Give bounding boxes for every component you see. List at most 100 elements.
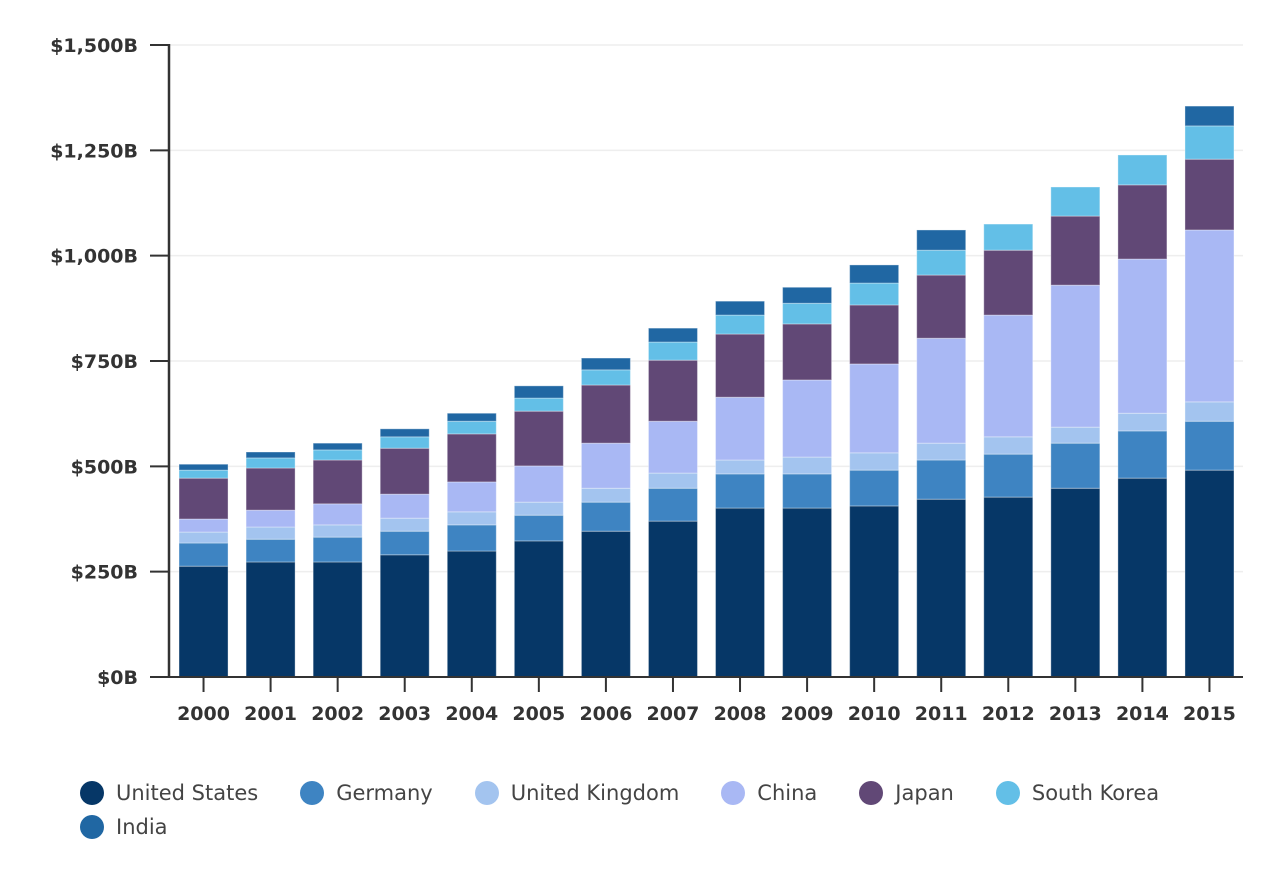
bar-segment-united-states-2011[interactable] — [916, 498, 967, 678]
bar-segment-germany-2004[interactable] — [446, 524, 497, 552]
bar-segment-china-2006[interactable] — [580, 442, 631, 489]
bar-segment-china-2014[interactable] — [1117, 258, 1168, 414]
bar-segment-china-2012[interactable] — [983, 314, 1034, 438]
bar-segment-united-states-2015[interactable] — [1184, 469, 1235, 678]
bar-segment-india-2015[interactable] — [1184, 105, 1235, 127]
bar-segment-japan-2001[interactable] — [245, 467, 296, 511]
legend-item-china[interactable]: China — [721, 780, 817, 806]
bar-segment-united-kingdom-2002[interactable] — [312, 524, 363, 538]
bar-segment-germany-2011[interactable] — [916, 459, 967, 500]
bar-segment-south-korea-2010[interactable] — [849, 282, 900, 306]
bar-segment-united-states-2000[interactable] — [178, 565, 229, 678]
bar-segment-china-2011[interactable] — [916, 337, 967, 444]
bar-segment-japan-2006[interactable] — [580, 384, 631, 444]
bar-segment-china-2001[interactable] — [245, 509, 296, 528]
bar-segment-south-korea-2000[interactable] — [178, 469, 229, 479]
bar-segment-germany-2003[interactable] — [379, 530, 430, 556]
bar-segment-south-korea-2014[interactable] — [1117, 154, 1168, 186]
bar-segment-japan-2002[interactable] — [312, 459, 363, 505]
bar-segment-japan-2010[interactable] — [849, 304, 900, 365]
bar-segment-united-kingdom-2009[interactable] — [782, 456, 833, 475]
bar-segment-china-2003[interactable] — [379, 493, 430, 519]
bar-segment-japan-2011[interactable] — [916, 274, 967, 339]
legend-item-united-kingdom[interactable]: United Kingdom — [474, 780, 679, 806]
bar-segment-south-korea-2013[interactable] — [1050, 186, 1101, 217]
bar-segment-germany-2008[interactable] — [715, 473, 766, 509]
bar-segment-japan-2000[interactable] — [178, 477, 229, 520]
bar-segment-united-states-2002[interactable] — [312, 561, 363, 678]
bar-segment-japan-2008[interactable] — [715, 333, 766, 398]
bar-segment-india-2005[interactable] — [513, 385, 564, 399]
bar-segment-germany-2006[interactable] — [580, 501, 631, 532]
bar-segment-united-kingdom-2013[interactable] — [1050, 426, 1101, 444]
bar-segment-india-2010[interactable] — [849, 264, 900, 284]
legend-item-united-states[interactable]: United States — [80, 780, 258, 806]
bar-segment-united-states-2005[interactable] — [513, 540, 564, 678]
bar-segment-south-korea-2008[interactable] — [715, 314, 766, 335]
bar-segment-china-2002[interactable] — [312, 503, 363, 526]
bar-segment-south-korea-2005[interactable] — [513, 397, 564, 412]
bar-segment-india-2003[interactable] — [379, 428, 430, 438]
bar-segment-united-states-2001[interactable] — [245, 561, 296, 678]
bar-segment-germany-2000[interactable] — [178, 542, 229, 567]
bar-segment-south-korea-2006[interactable] — [580, 369, 631, 386]
bar-segment-south-korea-2011[interactable] — [916, 249, 967, 276]
bar-segment-united-kingdom-2006[interactable] — [580, 487, 631, 503]
bar-segment-united-states-2014[interactable] — [1117, 477, 1168, 678]
bar-segment-china-2007[interactable] — [647, 420, 698, 474]
bar-segment-united-kingdom-2008[interactable] — [715, 459, 766, 475]
bar-segment-united-states-2007[interactable] — [647, 520, 698, 678]
bar-segment-japan-2012[interactable] — [983, 249, 1034, 316]
legend-item-japan[interactable]: Japan — [859, 780, 954, 806]
bar-segment-india-2001[interactable] — [245, 451, 296, 459]
bar-segment-china-2013[interactable] — [1050, 284, 1101, 428]
bar-segment-germany-2002[interactable] — [312, 536, 363, 563]
bar-segment-china-2004[interactable] — [446, 481, 497, 513]
bar-segment-china-2005[interactable] — [513, 465, 564, 503]
bar-segment-south-korea-2007[interactable] — [647, 341, 698, 361]
bar-segment-united-kingdom-2005[interactable] — [513, 501, 564, 516]
bar-segment-germany-2014[interactable] — [1117, 430, 1168, 479]
bar-segment-united-states-2008[interactable] — [715, 507, 766, 678]
bar-segment-united-states-2006[interactable] — [580, 530, 631, 678]
bar-segment-india-2009[interactable] — [782, 286, 833, 304]
bar-segment-japan-2004[interactable] — [446, 433, 497, 483]
bar-segment-south-korea-2009[interactable] — [782, 302, 833, 325]
bar-segment-japan-2003[interactable] — [379, 447, 430, 495]
bar-segment-china-2009[interactable] — [782, 379, 833, 458]
bar-segment-india-2011[interactable] — [916, 229, 967, 251]
bar-segment-japan-2014[interactable] — [1117, 184, 1168, 260]
bar-segment-united-states-2009[interactable] — [782, 507, 833, 678]
bar-segment-germany-2001[interactable] — [245, 538, 296, 563]
bar-segment-india-2002[interactable] — [312, 442, 363, 451]
bar-segment-germany-2013[interactable] — [1050, 442, 1101, 489]
bar-segment-germany-2007[interactable] — [647, 487, 698, 522]
bar-segment-united-states-2012[interactable] — [983, 496, 1034, 678]
bar-segment-united-states-2013[interactable] — [1050, 487, 1101, 678]
bar-segment-india-2007[interactable] — [647, 327, 698, 343]
bar-segment-united-kingdom-2014[interactable] — [1117, 412, 1168, 432]
bar-segment-india-2006[interactable] — [580, 357, 631, 371]
bar-segment-united-kingdom-2007[interactable] — [647, 472, 698, 489]
legend-item-india[interactable]: India — [80, 814, 168, 840]
bar-segment-united-kingdom-2010[interactable] — [849, 452, 900, 471]
bar-segment-japan-2015[interactable] — [1184, 158, 1235, 231]
bar-segment-united-states-2004[interactable] — [446, 550, 497, 678]
bar-segment-south-korea-2001[interactable] — [245, 457, 296, 469]
bar-segment-india-2000[interactable] — [178, 463, 229, 471]
bar-segment-india-2008[interactable] — [715, 300, 766, 316]
bar-segment-united-kingdom-2015[interactable] — [1184, 401, 1235, 422]
bar-segment-united-kingdom-2012[interactable] — [983, 436, 1034, 455]
bar-segment-japan-2007[interactable] — [647, 359, 698, 422]
bar-segment-china-2008[interactable] — [715, 396, 766, 461]
bar-segment-south-korea-2015[interactable] — [1184, 125, 1235, 160]
bar-segment-united-kingdom-2011[interactable] — [916, 442, 967, 461]
bar-segment-germany-2010[interactable] — [849, 469, 900, 507]
bar-segment-south-korea-2002[interactable] — [312, 449, 363, 461]
bar-segment-india-2004[interactable] — [446, 412, 497, 422]
bar-segment-japan-2005[interactable] — [513, 410, 564, 467]
bar-segment-japan-2013[interactable] — [1050, 215, 1101, 286]
bar-segment-china-2000[interactable] — [178, 518, 229, 533]
bar-segment-china-2010[interactable] — [849, 363, 900, 454]
bar-segment-south-korea-2003[interactable] — [379, 436, 430, 449]
